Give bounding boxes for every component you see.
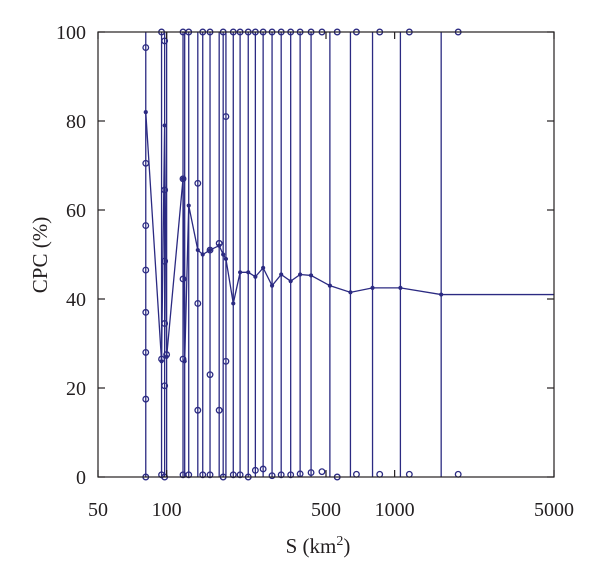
series-point [221, 252, 226, 257]
x-tick-label: 1000 [375, 499, 415, 521]
open-marker [142, 222, 150, 230]
open-marker [142, 308, 150, 316]
series-point [348, 290, 353, 295]
series-point [246, 270, 251, 275]
axes-layer: 50 100 500 1000 5000 0 20 40 60 80 100 [56, 22, 574, 521]
x-tick-label: 50 [88, 499, 108, 521]
series-point [195, 247, 200, 253]
open-marker [142, 348, 150, 356]
open-marker [318, 468, 326, 476]
y-tick-label: 60 [66, 200, 86, 222]
y-tick-label: 80 [66, 111, 86, 133]
open-marker [163, 351, 171, 359]
open-marker [307, 469, 315, 476]
series-point [398, 285, 403, 290]
open-marker [161, 320, 169, 327]
series-point [261, 265, 266, 270]
open-marker [142, 159, 150, 167]
open-marker [158, 355, 166, 363]
open-marker [194, 179, 202, 187]
series-point [238, 270, 243, 275]
open-marker [222, 357, 230, 365]
series-point [370, 285, 375, 290]
y-tick-label: 100 [56, 22, 86, 44]
series-point [200, 252, 205, 257]
open-marker [179, 275, 187, 283]
open-marker [161, 257, 169, 265]
series-point [186, 203, 191, 208]
open-marker [161, 186, 169, 194]
series-layer [142, 28, 554, 481]
open-marker [194, 300, 202, 307]
open-marker [405, 470, 413, 478]
open-marker [179, 355, 187, 363]
x-tick-label: 5000 [534, 499, 574, 521]
open-marker [142, 44, 150, 52]
x-axis-title-close: ) [343, 534, 350, 558]
open-marker [206, 371, 214, 379]
open-marker [268, 472, 276, 480]
x-axis-title-superscript: 2 [336, 534, 343, 549]
series-point [439, 292, 444, 297]
series-point [269, 283, 275, 288]
series-point [207, 247, 213, 253]
series-point [327, 283, 332, 288]
open-marker [376, 470, 384, 478]
series-point [298, 272, 303, 277]
series-point [180, 176, 186, 181]
open-marker [142, 395, 150, 403]
series-point [231, 301, 236, 306]
y-tick-label: 0 [76, 467, 86, 489]
open-marker [142, 266, 150, 274]
open-marker [251, 466, 259, 474]
open-marker [259, 465, 267, 473]
open-marker [215, 406, 223, 414]
open-marker [215, 239, 223, 247]
open-marker [454, 470, 462, 478]
open-marker [206, 246, 214, 254]
x-tick-label: 500 [311, 499, 341, 521]
x-axis-title: S (km2) [286, 534, 351, 558]
open-marker [194, 406, 202, 414]
open-marker [222, 113, 230, 120]
x-tick-label: 100 [152, 499, 182, 521]
y-tick-label: 40 [66, 289, 86, 311]
y-axis-title: CPC (%) [28, 217, 52, 293]
series-point [253, 274, 258, 279]
open-marker [161, 382, 169, 390]
open-marker [352, 470, 360, 478]
series-point [162, 123, 167, 128]
open-marker [179, 175, 187, 183]
series-point [279, 272, 284, 277]
open-marker [161, 37, 169, 45]
series-point [143, 110, 148, 115]
x-axis-title-text: S (km [286, 534, 337, 558]
series-point [308, 273, 314, 278]
y-tick-label: 20 [66, 378, 86, 400]
series-point [223, 256, 229, 262]
series-point [288, 279, 293, 284]
